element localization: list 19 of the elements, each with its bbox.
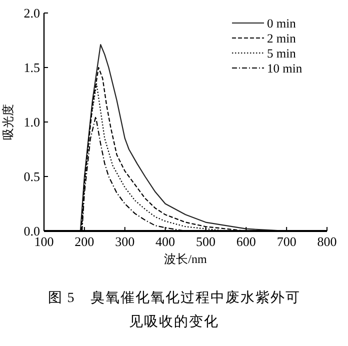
y-tick-label: 0.0: [24, 224, 40, 238]
text: 图 5 臭氧催化氧化过程中废水紫外可见吸收的变化: [48, 290, 300, 330]
legend-label: 5 min: [267, 46, 297, 60]
y-tick-label: 1.5: [24, 60, 40, 75]
y-tick-label: 2.0: [24, 6, 40, 20]
x-axis-title: 波长/nm: [164, 252, 208, 266]
legend-label: 2 min: [267, 32, 297, 46]
x-tick-label: 600: [236, 234, 256, 249]
legend-label: 0 min: [267, 16, 297, 30]
x-tick-label: 700: [276, 234, 296, 249]
x-tick-label: 200: [74, 234, 94, 249]
legend-label: 10 min: [267, 62, 303, 76]
y-tick-label: 0.5: [24, 169, 40, 184]
x-tick-label: 400: [156, 234, 176, 249]
x-tick-label: 800: [317, 234, 337, 249]
y-tick-label: 1.0: [24, 114, 40, 130]
x-tick-label: 300: [115, 234, 135, 249]
x-tick-label: 500: [196, 234, 216, 249]
y-axis-title: 吸光度: [1, 104, 15, 140]
